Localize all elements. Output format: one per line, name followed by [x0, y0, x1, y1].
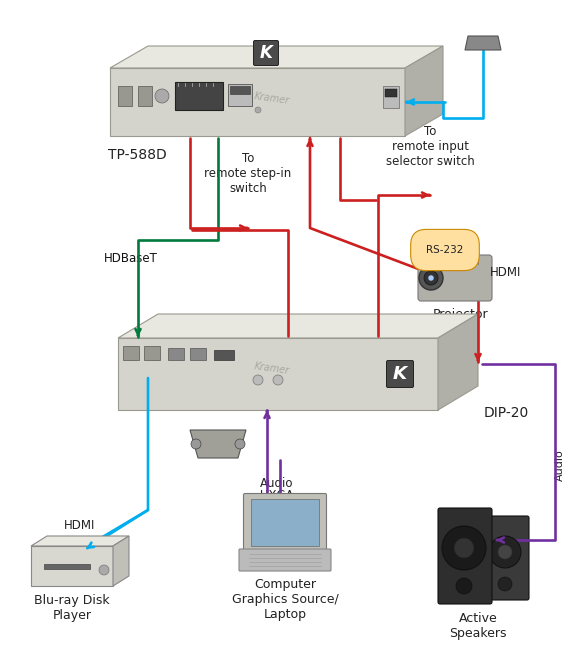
Polygon shape	[110, 68, 405, 136]
Polygon shape	[31, 546, 113, 586]
Bar	[138, 86, 152, 106]
Circle shape	[235, 439, 245, 449]
Circle shape	[454, 538, 474, 558]
FancyBboxPatch shape	[481, 516, 529, 600]
Polygon shape	[31, 536, 129, 546]
Text: Projector: Projector	[433, 308, 489, 321]
Polygon shape	[118, 314, 478, 338]
Polygon shape	[118, 338, 438, 410]
Bar	[385, 89, 397, 97]
Circle shape	[253, 375, 263, 385]
Bar	[214, 350, 234, 360]
Polygon shape	[405, 46, 443, 136]
Circle shape	[424, 271, 438, 285]
Text: To
remote step-in
switch: To remote step-in switch	[204, 152, 292, 195]
Polygon shape	[438, 314, 478, 410]
Text: HDMI: HDMI	[64, 519, 96, 532]
Circle shape	[155, 89, 169, 103]
FancyBboxPatch shape	[243, 493, 326, 551]
Text: RS-232: RS-232	[426, 245, 464, 255]
Bar	[251, 499, 319, 546]
Text: Kramer: Kramer	[253, 361, 290, 376]
Text: Computer
Graphics Source/
Laptop: Computer Graphics Source/ Laptop	[232, 578, 338, 621]
Text: Blu-ray Disk
Player: Blu-ray Disk Player	[34, 594, 110, 622]
Bar	[144, 346, 160, 360]
Bar	[118, 86, 132, 106]
FancyBboxPatch shape	[438, 508, 492, 604]
Circle shape	[498, 545, 512, 559]
Bar	[383, 86, 399, 108]
Bar	[168, 348, 184, 360]
FancyBboxPatch shape	[253, 41, 278, 65]
Text: TP-588D: TP-588D	[108, 148, 167, 162]
Bar	[44, 564, 90, 569]
Text: HDMI: HDMI	[490, 267, 521, 279]
Bar	[228, 84, 252, 106]
Circle shape	[498, 577, 512, 591]
Text: Kramer: Kramer	[254, 91, 291, 106]
Circle shape	[99, 565, 109, 575]
Text: DIP-20: DIP-20	[484, 406, 529, 420]
FancyBboxPatch shape	[418, 255, 492, 301]
Text: Audio: Audio	[260, 477, 294, 490]
Bar	[175, 82, 223, 110]
Circle shape	[191, 439, 201, 449]
Polygon shape	[190, 430, 246, 458]
FancyBboxPatch shape	[387, 360, 414, 388]
Text: Active
Speakers: Active Speakers	[449, 612, 507, 640]
Text: K: K	[393, 365, 407, 383]
Circle shape	[255, 107, 261, 113]
Text: HDBaseT: HDBaseT	[104, 251, 158, 265]
Circle shape	[428, 275, 434, 281]
Circle shape	[273, 375, 283, 385]
Text: To
remote input
selector switch: To remote input selector switch	[386, 125, 474, 168]
Text: UXGA: UXGA	[260, 489, 294, 502]
Text: Audio: Audio	[555, 449, 565, 481]
Polygon shape	[110, 46, 443, 68]
Text: K: K	[260, 44, 273, 62]
Circle shape	[456, 578, 472, 594]
Circle shape	[489, 536, 521, 568]
Circle shape	[419, 266, 443, 290]
Bar	[123, 346, 139, 360]
Bar	[230, 86, 250, 94]
Bar	[190, 348, 206, 360]
Polygon shape	[465, 36, 501, 50]
Circle shape	[442, 526, 486, 570]
Polygon shape	[113, 536, 129, 586]
FancyBboxPatch shape	[239, 549, 331, 571]
